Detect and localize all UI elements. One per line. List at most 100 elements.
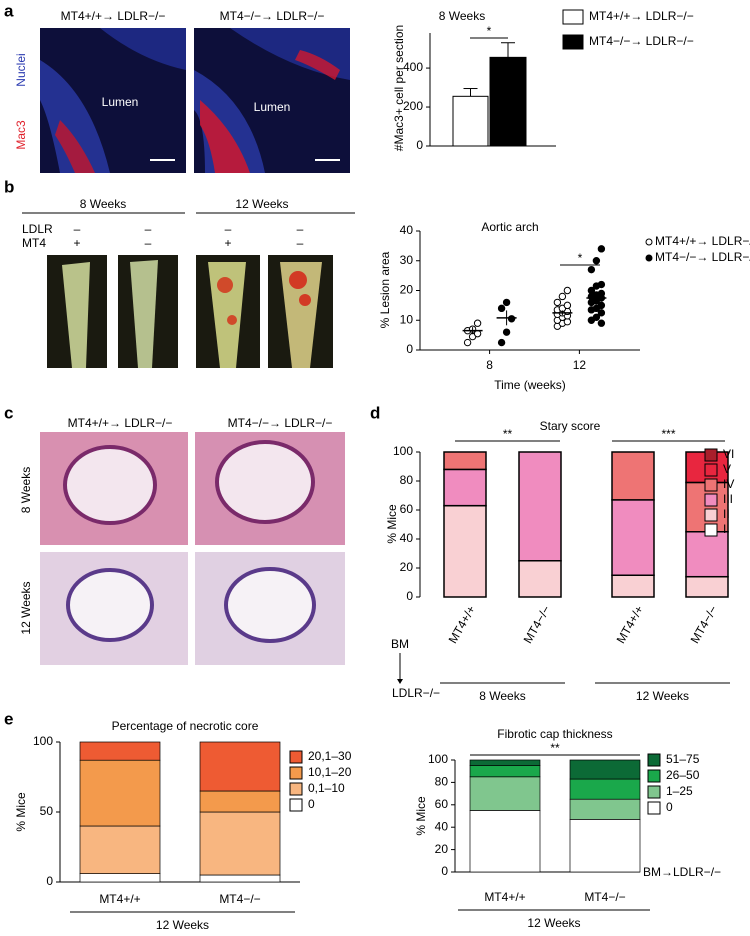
point: [587, 286, 596, 295]
bar-segment: [79, 873, 161, 883]
x-tick-label: MT4−/−: [688, 603, 721, 646]
legend-label: MT4−/−→ LDLR−/−: [655, 250, 750, 264]
legend-label: MT4+/+→ LDLR−/−: [655, 234, 750, 248]
micrograph: [40, 28, 186, 173]
legend-swatch: [704, 523, 718, 537]
legend-swatch: [704, 493, 718, 507]
legend-swatch: [647, 753, 661, 767]
y-tick-label: 20: [400, 560, 414, 574]
chart-title: Percentage of necrotic core: [112, 719, 259, 733]
stain-label: Mac3: [14, 120, 28, 150]
bar-segment: [469, 776, 541, 811]
bar-segment: [469, 759, 541, 766]
genotype: –: [145, 222, 152, 236]
legend-marker: [645, 254, 653, 262]
legend-label: MT4+/+→ LDLR−/−: [589, 9, 694, 23]
bar-segment: [569, 819, 641, 873]
point: [507, 315, 516, 323]
image-header: MT4+/+→ LDLR−/−: [68, 416, 173, 430]
legend-swatch: [562, 34, 584, 50]
bar-segment: [569, 759, 641, 780]
legend-label: V: [723, 462, 731, 476]
point: [497, 304, 506, 313]
y-axis-label: % Mice: [414, 796, 428, 836]
x-tick-label: MT4+/+: [446, 603, 479, 646]
image-label: Lumen: [254, 100, 291, 114]
y-tick-label: 60: [435, 797, 449, 811]
y-tick-label: 100: [33, 734, 53, 748]
significance: ***: [661, 427, 675, 441]
group-label: 8 Weeks: [80, 197, 126, 211]
genotype: –: [74, 222, 81, 236]
point: [597, 309, 606, 317]
bar-segment: [611, 499, 655, 577]
image-header: MT4−/−→ LDLR−/−: [220, 9, 325, 23]
chart-title: Stary score: [540, 419, 601, 433]
row-label: LDLR: [22, 222, 53, 236]
y-tick-label: 40: [400, 223, 414, 237]
genotype: –: [145, 236, 152, 250]
legend-swatch: [289, 766, 303, 780]
legend-swatch: [704, 478, 718, 492]
point: [473, 319, 482, 327]
legend-label: II: [723, 507, 730, 521]
x-tick-label: MT4+/+: [484, 890, 525, 904]
point: [597, 245, 606, 253]
legend-label: I: [723, 522, 726, 536]
y-tick-label: 50: [40, 804, 54, 818]
micrograph: [194, 28, 350, 173]
chart-title: Fibrotic cap thickness: [497, 727, 612, 741]
bar-segment: [611, 451, 655, 501]
row-label: 8 Weeks: [19, 467, 33, 513]
legend-label: 51–75: [666, 752, 700, 766]
y-tick-label: 20: [435, 842, 449, 856]
legend-swatch: [289, 750, 303, 764]
bar: [489, 56, 527, 147]
bar-segment: [199, 874, 281, 883]
y-axis-label: % Mice: [14, 792, 28, 832]
y-tick-label: 200: [403, 99, 423, 113]
legend-swatch: [647, 801, 661, 815]
bar: [452, 95, 489, 147]
y-axis-label: % Mice: [385, 504, 399, 544]
y-tick-label: 0: [406, 589, 413, 603]
x-tick-label: MT4−/−: [521, 603, 554, 646]
histology: [40, 432, 345, 665]
point: [502, 298, 511, 307]
aorta-photo: [47, 255, 333, 368]
x-tick-label: MT4+/+: [614, 603, 647, 646]
bm-label: BM: [391, 637, 409, 651]
chart-title: 8 Weeks: [439, 9, 485, 23]
legend-label: III: [723, 492, 733, 506]
point: [592, 313, 601, 321]
significance: *: [487, 24, 492, 38]
point: [553, 298, 562, 307]
y-tick-label: 30: [400, 253, 414, 267]
point: [463, 338, 472, 347]
legend-label: 26–50: [666, 768, 700, 782]
significance: *: [578, 251, 583, 265]
bar-segment: [469, 765, 541, 778]
panel-label: e: [4, 709, 13, 728]
legend-swatch: [704, 508, 718, 522]
point: [592, 257, 601, 265]
group-label: 12 Weeks: [527, 916, 580, 930]
bar-segment: [611, 574, 655, 598]
y-tick-label: 80: [400, 473, 414, 487]
genotype: +: [73, 236, 80, 250]
point: [497, 338, 506, 347]
y-tick-label: 60: [400, 502, 414, 516]
bm-label: BM→LDLR−/−: [643, 865, 721, 879]
image-header: MT4+/+→ LDLR−/−: [61, 9, 166, 23]
group-label: 12 Weeks: [636, 689, 689, 703]
y-axis-label: #Mac3+ cell per section: [392, 25, 406, 151]
row-label: 12 Weeks: [19, 581, 33, 634]
legend-swatch: [647, 785, 661, 799]
y-tick-label: 400: [403, 60, 423, 74]
bar-segment: [79, 825, 161, 874]
significance: **: [550, 741, 560, 755]
legend-swatch: [562, 9, 584, 25]
stain-label: Nuclei: [14, 53, 28, 86]
group-label: 12 Weeks: [156, 918, 209, 932]
point: [563, 286, 572, 295]
